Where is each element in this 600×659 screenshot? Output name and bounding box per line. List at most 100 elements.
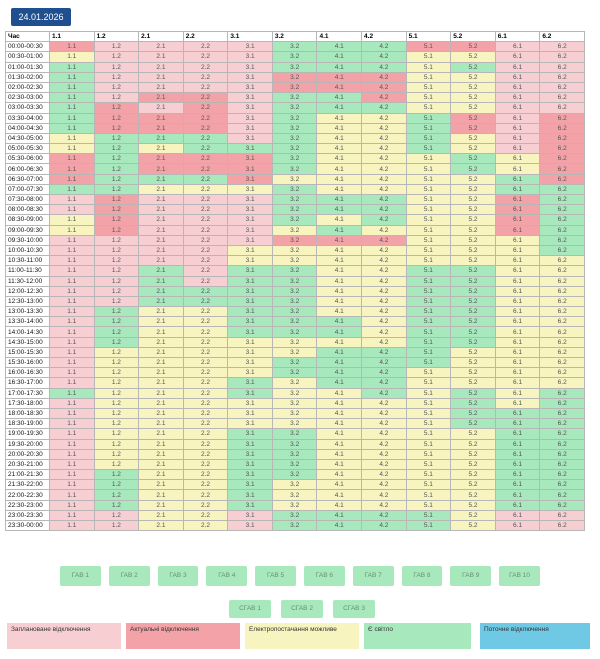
sgav-button-1[interactable]: СГАВ 1 <box>229 600 271 618</box>
schedule-cell: 2.2 <box>182 122 229 134</box>
schedule-cell: 2.1 <box>138 387 184 399</box>
schedule-cell: 1.1 <box>49 51 95 63</box>
schedule-cell: 6.1 <box>494 316 541 328</box>
schedule-cell: 2.1 <box>138 295 184 308</box>
schedule-cell: 1.1 <box>49 387 95 399</box>
schedule-cell: 5.1 <box>405 367 452 379</box>
column-header-4-2: 4.2 <box>361 30 407 43</box>
schedule-cell: 6.1 <box>494 448 541 460</box>
schedule-cell: 2.2 <box>182 509 229 522</box>
schedule-cell: 4.2 <box>361 489 407 501</box>
schedule-cell: 5.1 <box>405 255 452 267</box>
schedule-cell: 1.2 <box>93 102 140 114</box>
schedule-cell: 4.2 <box>361 234 407 246</box>
time-cell: 01:30-02:00 <box>5 71 50 83</box>
schedule-cell: 2.2 <box>182 438 229 450</box>
schedule-cell: 4.2 <box>361 336 407 348</box>
schedule-cell: 1.1 <box>49 163 95 175</box>
gav-button-3[interactable]: ГАВ 3 <box>157 566 199 586</box>
schedule-cell: 1.1 <box>49 418 95 430</box>
schedule-cell: 4.2 <box>361 61 407 73</box>
schedule-cell: 1.2 <box>93 377 140 389</box>
schedule-cell: 2.2 <box>182 132 229 145</box>
gav-button-1[interactable]: ГАВ 1 <box>60 566 101 586</box>
time-cell: 17:30-18:00 <box>5 397 50 409</box>
schedule-cell: 6.2 <box>539 316 585 328</box>
schedule-cell: 1.1 <box>49 183 95 196</box>
schedule-cell: 5.1 <box>405 132 452 145</box>
table-row: 14:00-14:30 1.1 1.2 2.1 2.2 3.1 3.2 4.1 4.2 5.1 5.… <box>5 326 585 338</box>
schedule-cell: 2.2 <box>182 275 229 287</box>
schedule-cell: 2.1 <box>138 153 184 165</box>
schedule-cell: 6.1 <box>494 204 541 216</box>
schedule-cell: 3.2 <box>271 193 318 206</box>
date-button[interactable]: 24.01.2026 <box>11 8 71 26</box>
schedule-cell: 3.2 <box>271 41 318 53</box>
time-cell: 05:30-06:00 <box>5 153 50 165</box>
schedule-cell: 4.1 <box>316 122 363 134</box>
gav-button-8[interactable]: ГАВ 8 <box>401 566 443 586</box>
schedule-cell: 5.2 <box>450 244 496 257</box>
schedule-cell: 5.2 <box>450 122 496 134</box>
schedule-cell: 2.2 <box>182 387 229 399</box>
time-cell: 20:00-20:30 <box>5 448 50 460</box>
gav-button-9[interactable]: ГАВ 9 <box>450 566 492 586</box>
gav-button-2[interactable]: ГАВ 2 <box>108 566 150 586</box>
table-body: 00:00-00:30 1.1 1.2 2.1 2.2 3.1 3.2 4.1 4.2 5.1 5.… <box>5 41 585 532</box>
schedule-cell: 3.2 <box>271 71 318 83</box>
schedule-cell: 4.2 <box>361 102 407 114</box>
gav-button-4[interactable]: ГАВ 4 <box>206 566 248 586</box>
schedule-cell: 6.2 <box>539 519 585 532</box>
schedule-cell: 4.2 <box>361 81 407 94</box>
schedule-cell: 5.2 <box>450 102 496 114</box>
schedule-cell: 3.2 <box>271 479 318 491</box>
schedule-cell: 4.1 <box>316 204 363 216</box>
sgav-button-2[interactable]: СГАВ 2 <box>281 600 323 618</box>
schedule-cell: 4.1 <box>316 387 363 399</box>
schedule-cell: 3.2 <box>271 499 318 511</box>
schedule-cell: 3.2 <box>271 81 318 94</box>
schedule-cell: 6.1 <box>494 306 541 318</box>
schedule-cell: 6.2 <box>539 397 585 409</box>
schedule-cell: 6.2 <box>539 122 585 134</box>
schedule-cell: 5.2 <box>450 204 496 216</box>
gav-button-7[interactable]: ГАВ 7 <box>352 566 394 586</box>
schedule-cell: 1.1 <box>49 234 95 246</box>
schedule-cell: 3.1 <box>227 519 273 532</box>
schedule-cell: 1.2 <box>93 295 140 308</box>
schedule-cell: 5.2 <box>450 224 496 236</box>
schedule-cell: 3.1 <box>227 173 273 185</box>
schedule-cell: 5.1 <box>405 51 452 63</box>
schedule-cell: 4.1 <box>316 458 363 471</box>
schedule-cell: 6.2 <box>539 265 585 277</box>
schedule-cell: 4.2 <box>361 316 407 328</box>
schedule-cell: 6.2 <box>539 428 585 440</box>
table-row: 17:30-18:00 1.1 1.2 2.1 2.2 3.1 3.2 4.1 4.2 5.1 5.… <box>5 397 585 409</box>
gav-button-5[interactable]: ГАВ 5 <box>255 566 296 586</box>
schedule-cell: 2.1 <box>138 41 184 53</box>
schedule-cell: 3.1 <box>227 51 273 63</box>
gav-button-10[interactable]: ГАВ 10 <box>499 566 540 586</box>
schedule-cell: 6.2 <box>539 224 585 236</box>
schedule-cell: 5.2 <box>450 316 496 328</box>
gav-button-6[interactable]: ГАВ 6 <box>303 566 345 586</box>
schedule-cell: 3.2 <box>271 326 318 338</box>
sgav-button-3[interactable]: СГАВ 3 <box>333 600 375 618</box>
schedule-cell: 4.2 <box>361 387 407 399</box>
schedule-cell: 3.2 <box>271 448 318 460</box>
schedule-cell: 5.1 <box>405 377 452 389</box>
time-cell: 14:00-14:30 <box>5 326 50 338</box>
schedule-cell: 2.1 <box>138 285 184 297</box>
schedule-cell: 2.2 <box>182 285 229 297</box>
schedule-cell: 6.2 <box>539 132 585 145</box>
column-header-3-2: 3.2 <box>271 30 318 43</box>
schedule-cell: 5.2 <box>450 143 496 155</box>
time-cell: 12:00-12:30 <box>5 285 50 297</box>
schedule-cell: 2.1 <box>138 407 184 420</box>
schedule-cell: 1.1 <box>49 61 95 73</box>
schedule-cell: 6.2 <box>539 295 585 308</box>
schedule-cell: 4.2 <box>361 356 407 369</box>
schedule-cell: 4.1 <box>316 489 363 501</box>
schedule-cell: 1.1 <box>49 489 95 501</box>
schedule-cell: 2.1 <box>138 71 184 83</box>
